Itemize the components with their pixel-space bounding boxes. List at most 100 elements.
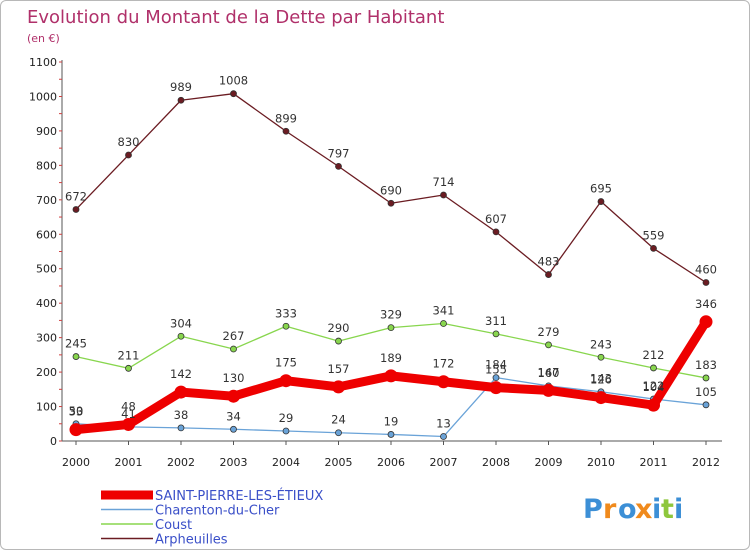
data-label: 104 xyxy=(643,380,665,394)
data-point xyxy=(335,429,342,437)
data-point xyxy=(387,199,395,207)
data-label: 797 xyxy=(328,146,350,160)
data-label: 41 xyxy=(121,407,136,421)
data-label: 304 xyxy=(170,316,192,330)
axes: 0 100 200 300 400 500 600 700 800 900 1000 1100 2000… xyxy=(29,56,722,469)
chart-unit: (en €) xyxy=(27,32,60,45)
data-point xyxy=(597,198,605,205)
data-point xyxy=(335,337,342,345)
legend-label: SAINT-PIERRE-LES-ÉTIEUX xyxy=(155,488,323,504)
data-point xyxy=(230,425,237,433)
y-tick-label: 1100 xyxy=(29,56,57,69)
data-point xyxy=(177,424,185,432)
data-label: 143 xyxy=(590,372,612,386)
logo-letter: i xyxy=(674,494,683,525)
data-label: 38 xyxy=(174,408,189,422)
data-label: 243 xyxy=(590,337,612,351)
data-label: 279 xyxy=(538,325,560,339)
y-tick-label: 500 xyxy=(36,263,57,276)
logo-letter: P xyxy=(583,494,603,525)
data-label: 311 xyxy=(485,314,507,328)
data-label: 290 xyxy=(328,321,350,335)
data-point xyxy=(440,320,447,327)
data-label: 126 xyxy=(590,373,612,387)
data-point xyxy=(650,244,657,252)
series-layer xyxy=(69,90,713,440)
data-point xyxy=(282,427,290,435)
x-tick-label: 2011 xyxy=(640,456,668,469)
data-label: 607 xyxy=(485,212,507,226)
data-label: 672 xyxy=(65,189,87,203)
data-label: 989 xyxy=(170,80,192,94)
data-label: 34 xyxy=(226,409,241,423)
data-labels: 672 830 989 1008 899 797 690 714 607 483 695 559 460… xyxy=(65,74,717,431)
data-label: 13 xyxy=(436,417,451,431)
data-point xyxy=(699,315,713,329)
logo-letter: i xyxy=(652,494,661,525)
data-point xyxy=(387,431,395,438)
logo-letter: x xyxy=(635,494,652,525)
data-label: 346 xyxy=(695,297,717,311)
data-label: 559 xyxy=(643,228,665,242)
data-point xyxy=(332,380,345,394)
data-point xyxy=(72,353,80,360)
data-point xyxy=(122,417,135,431)
data-point xyxy=(227,389,240,403)
data-label: 105 xyxy=(695,385,717,399)
x-tick-label: 2001 xyxy=(115,456,143,469)
y-tick-label: 900 xyxy=(36,125,57,138)
legend-label: Arpheuilles xyxy=(155,533,228,548)
x-tick-label: 2002 xyxy=(167,456,195,469)
y-tick-label: 700 xyxy=(36,194,57,207)
x-tick-label: 2005 xyxy=(325,456,353,469)
data-point xyxy=(702,374,710,382)
data-label: 189 xyxy=(380,351,402,365)
data-label: 483 xyxy=(538,255,560,269)
data-point xyxy=(279,374,293,388)
data-point xyxy=(72,206,80,213)
data-point xyxy=(545,271,552,278)
data-point xyxy=(492,228,500,236)
data-point xyxy=(384,369,398,383)
data-label: 130 xyxy=(223,371,245,385)
data-point xyxy=(542,383,555,397)
data-point xyxy=(282,127,290,135)
y-tick-label: 600 xyxy=(36,228,57,241)
y-tick-label: 0 xyxy=(50,435,57,448)
x-tick-label: 2007 xyxy=(430,456,458,469)
x-tick-label: 2003 xyxy=(220,456,248,469)
data-label: 1008 xyxy=(219,74,248,88)
data-label: 460 xyxy=(695,263,717,277)
data-label: 33 xyxy=(69,405,84,419)
data-point xyxy=(437,375,450,389)
data-label: 690 xyxy=(380,183,402,197)
data-point xyxy=(702,401,710,409)
data-point xyxy=(174,385,188,399)
x-tick-label: 2006 xyxy=(377,456,405,469)
data-label: 212 xyxy=(643,348,665,362)
legend: SAINT-PIERRE-LES-ÉTIEUXCharenton-du-Cher… xyxy=(101,488,323,548)
data-label: 175 xyxy=(275,356,297,370)
data-point xyxy=(545,341,552,349)
data-point xyxy=(492,330,500,338)
data-label: 19 xyxy=(384,414,399,428)
data-point xyxy=(125,151,132,159)
data-label: 24 xyxy=(331,413,346,427)
logo-letter: o xyxy=(618,494,637,525)
data-label: 157 xyxy=(328,362,350,376)
data-point xyxy=(647,398,660,412)
y-tick-label: 800 xyxy=(36,159,57,172)
data-point xyxy=(597,353,605,361)
legend-label: Charenton-du-Cher xyxy=(155,504,280,519)
data-label: 172 xyxy=(433,357,455,371)
data-label: 48 xyxy=(121,399,136,413)
data-point xyxy=(440,191,447,199)
data-label: 341 xyxy=(433,304,455,318)
y-tick-label: 400 xyxy=(36,297,57,310)
x-tick-label: 2012 xyxy=(692,456,720,469)
data-label: 155 xyxy=(485,363,507,377)
data-point xyxy=(69,423,83,437)
legend-label: Coust xyxy=(155,518,192,533)
y-tick-label: 200 xyxy=(36,366,57,379)
